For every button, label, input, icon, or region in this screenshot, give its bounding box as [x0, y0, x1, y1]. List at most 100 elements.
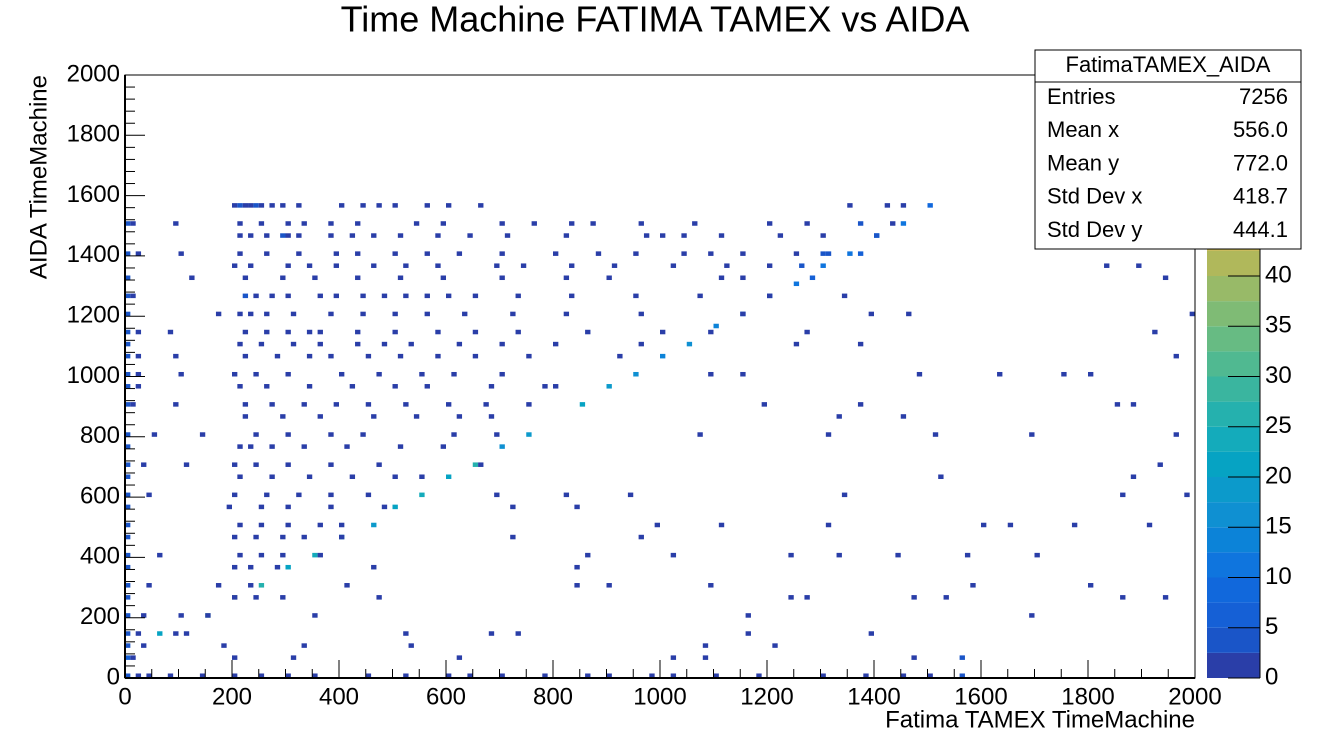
- cell: [804, 595, 810, 600]
- cell: [825, 251, 832, 256]
- cell: [697, 432, 703, 437]
- cell: [306, 353, 313, 359]
- cell: [232, 263, 238, 268]
- y-axis-title: AIDA TimeMachine: [25, 75, 52, 279]
- cell: [189, 275, 195, 281]
- cell: [306, 474, 313, 480]
- cell: [456, 414, 463, 419]
- cell: [237, 221, 243, 226]
- cell: [248, 311, 254, 317]
- z-tick-label: 35: [1265, 312, 1292, 339]
- palette-band: [1207, 502, 1260, 528]
- cell: [125, 504, 131, 510]
- cell: [232, 534, 238, 540]
- cell: [237, 444, 243, 449]
- cell: [708, 329, 714, 335]
- palette-band: [1207, 250, 1260, 276]
- cell: [253, 203, 259, 208]
- stats-value: 556.0: [1233, 117, 1288, 142]
- cell: [125, 643, 131, 648]
- cell: [1136, 263, 1142, 268]
- stats-value: 444.1: [1233, 217, 1288, 242]
- cell: [472, 329, 479, 335]
- cell: [237, 552, 243, 558]
- cell: [403, 402, 409, 407]
- cell: [681, 251, 687, 256]
- cell: [392, 311, 398, 317]
- chart-title: Time Machine FATIMA TAMEX vs AIDA: [341, 0, 970, 40]
- cell: [585, 329, 591, 335]
- cell: [740, 311, 746, 317]
- cell: [125, 462, 131, 467]
- cell: [125, 402, 131, 407]
- cell: [499, 275, 505, 281]
- cell: [820, 673, 826, 678]
- cell: [1130, 402, 1137, 407]
- cell: [1189, 311, 1195, 317]
- cell: [804, 221, 810, 226]
- cell: [135, 371, 142, 377]
- cell: [788, 552, 794, 558]
- cell: [863, 673, 869, 678]
- cell: [820, 263, 826, 268]
- cell: [1120, 595, 1126, 600]
- cell: [178, 613, 184, 618]
- palette-band: [1207, 477, 1260, 503]
- cell: [488, 631, 495, 636]
- cell: [424, 311, 430, 317]
- cell: [435, 353, 441, 359]
- cell: [440, 444, 446, 449]
- cell: [643, 233, 650, 238]
- cell: [1034, 552, 1040, 558]
- cell: [328, 504, 334, 510]
- cell: [446, 402, 452, 407]
- cell: [793, 281, 800, 287]
- cell: [435, 263, 441, 268]
- cell: [199, 673, 206, 678]
- palette-band: [1207, 451, 1260, 477]
- cell: [344, 583, 350, 588]
- cell: [125, 371, 131, 377]
- cell: [569, 221, 575, 226]
- cell: [146, 492, 152, 498]
- cell: [531, 221, 537, 226]
- cell: [125, 631, 131, 636]
- x-tick-label: 1200: [740, 683, 793, 710]
- cell: [745, 613, 751, 618]
- cell: [381, 504, 388, 510]
- cell: [424, 203, 430, 208]
- z-tick-label: 5: [1265, 613, 1278, 640]
- cell: [403, 293, 409, 299]
- cell: [381, 341, 388, 347]
- y-tick-label: 400: [80, 543, 120, 570]
- x-tick-label: 1000: [633, 683, 686, 710]
- cell: [125, 329, 131, 335]
- cell: [285, 293, 291, 299]
- cell: [141, 613, 147, 618]
- cell: [841, 293, 848, 299]
- cell: [397, 353, 404, 359]
- palette-band: [1207, 426, 1260, 452]
- cell: [606, 384, 612, 389]
- cell: [264, 492, 270, 498]
- cell: [290, 311, 297, 317]
- cell: [285, 504, 291, 510]
- cell: [424, 384, 430, 389]
- cell: [215, 583, 222, 588]
- cell: [333, 263, 339, 268]
- cell: [419, 371, 425, 377]
- cell: [264, 329, 270, 335]
- x-tick-label: 600: [426, 683, 466, 710]
- cell: [285, 673, 291, 678]
- cell: [670, 552, 677, 558]
- cell: [317, 341, 323, 347]
- cell: [376, 371, 382, 377]
- cell: [857, 221, 864, 226]
- cell: [253, 595, 259, 600]
- cell: [1120, 492, 1126, 498]
- cell: [344, 444, 350, 449]
- cell: [130, 293, 136, 299]
- cell: [135, 353, 142, 359]
- cell: [686, 341, 693, 347]
- cell: [376, 595, 382, 600]
